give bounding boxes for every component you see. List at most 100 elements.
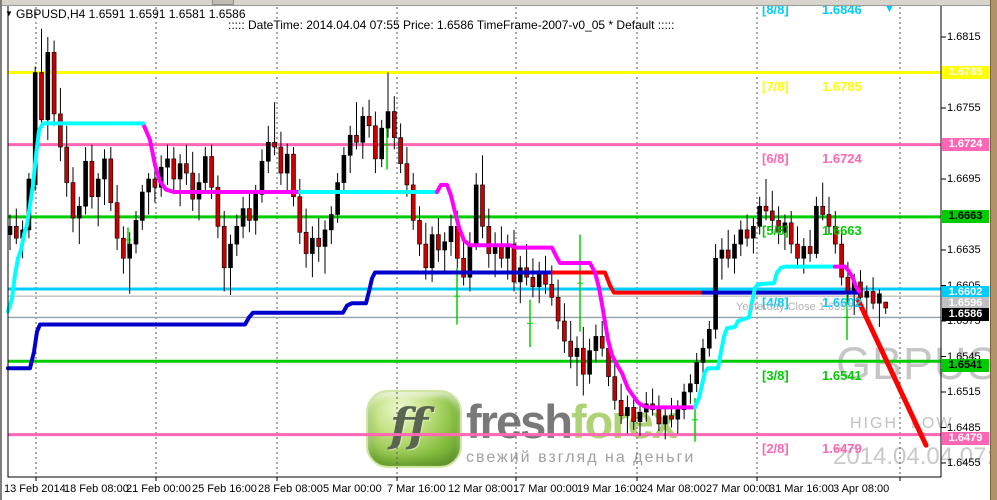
candle-bear (209, 156, 214, 188)
candle-bear (89, 160, 95, 198)
candle-bear (398, 137, 403, 164)
candle-bull (688, 383, 693, 393)
candle-bear (70, 182, 76, 219)
candle-bear (618, 399, 624, 416)
candle-bull (864, 291, 870, 298)
candle-bull (536, 273, 542, 287)
candle-bull (732, 243, 737, 259)
candle-bull (177, 163, 183, 180)
candle-bear (391, 111, 397, 138)
candle-bear (599, 336, 605, 349)
candle-bull (877, 293, 882, 304)
candle-bear (152, 178, 158, 188)
candle-bear (839, 243, 844, 278)
candle-bull (360, 115, 366, 143)
candle-bear (366, 115, 372, 127)
freshforex-badge-icon: ff (366, 390, 462, 468)
candle-bull (341, 155, 347, 183)
candle-bear (272, 142, 277, 148)
candle-bull (587, 350, 592, 375)
window-right-edge (990, 0, 997, 500)
candle-bull (719, 249, 725, 259)
candle-bull (700, 347, 706, 363)
candle-bull (675, 409, 681, 420)
candle-bull (385, 111, 391, 129)
ma-fast-magenta-a (141, 121, 312, 194)
candle-bull (757, 205, 763, 227)
candle-bull (637, 411, 643, 422)
candle-bear (656, 409, 662, 425)
candle-bull (814, 205, 819, 254)
logo-word-fresh: fresh (466, 395, 573, 448)
candle-bear (763, 205, 769, 212)
candle-bear (486, 226, 492, 254)
candle-bull (593, 336, 599, 351)
candle-bull (448, 226, 454, 243)
candle-bear (417, 220, 422, 245)
candle-bear (832, 226, 838, 245)
candle-bull (782, 222, 788, 233)
candle-bear (114, 202, 120, 239)
candle-bull (265, 142, 271, 162)
candle-bull (259, 160, 265, 195)
candle-bear (555, 297, 561, 322)
candle-bear (612, 376, 618, 401)
candle-bear (171, 158, 177, 180)
candle-bull (165, 158, 170, 168)
candle-bull (140, 191, 145, 221)
candle-bear (543, 273, 548, 285)
candle-bear (826, 214, 832, 227)
candle-bull (328, 214, 334, 231)
candle-bear (631, 407, 637, 422)
candle-bear (373, 125, 378, 160)
watermark-datetime: 2014.04.04 07:5 (833, 443, 997, 470)
candle-bull (83, 160, 88, 207)
candle-bear (404, 163, 410, 186)
candle-bull (442, 241, 448, 251)
candle-bull (694, 362, 700, 385)
candle-bear (423, 243, 429, 269)
candle-bull (253, 194, 258, 221)
candle-bull (203, 156, 208, 183)
indicator-info-line: ::::: DateTime: 2014.04.04 07:55 Price: … (228, 18, 675, 32)
candle-bull (284, 153, 290, 174)
candle-bear (562, 320, 567, 342)
candle-bear (303, 231, 309, 254)
candle-bear (14, 226, 19, 239)
candle-bear (807, 246, 813, 254)
candle-bull (234, 226, 240, 245)
candle-bear (39, 72, 44, 121)
candle-bear (788, 222, 794, 245)
candle-bear (58, 113, 63, 148)
watermark-high-label: HIGH (850, 415, 898, 432)
collapse-triangle-icon[interactable]: ▼ (5, 9, 13, 18)
candle-bear (480, 184, 485, 227)
candle-bear (51, 52, 57, 115)
candle-bear (410, 184, 416, 221)
candle-bull (625, 407, 630, 416)
candle-bear (530, 276, 536, 287)
candle-bull (322, 229, 328, 247)
candle-bear (436, 234, 441, 251)
candle-bear (580, 347, 586, 375)
candle-bear (820, 205, 826, 215)
candle-bear (669, 415, 674, 420)
candle-bull (45, 52, 51, 121)
window-top-edge (0, 0, 997, 6)
candle-bear (297, 196, 303, 233)
candle-bull (32, 72, 38, 186)
candle-bear (870, 291, 876, 304)
candle-bear (108, 158, 114, 203)
candle-bull (95, 178, 101, 198)
ma-fast-cyan-c (693, 264, 837, 410)
candle-bull (228, 243, 233, 269)
chart-ohlc-readout: GBPUSD,H4 1.6591 1.6591 1.6581 1.6586 (16, 7, 246, 21)
candle-bull (662, 415, 668, 425)
ma-fast-cyan-a (6, 121, 145, 314)
candle-bull (801, 246, 807, 259)
candle-bear (64, 146, 69, 183)
candle-bear (121, 237, 126, 259)
candle-bull (517, 267, 523, 283)
candle-bull (127, 243, 132, 259)
